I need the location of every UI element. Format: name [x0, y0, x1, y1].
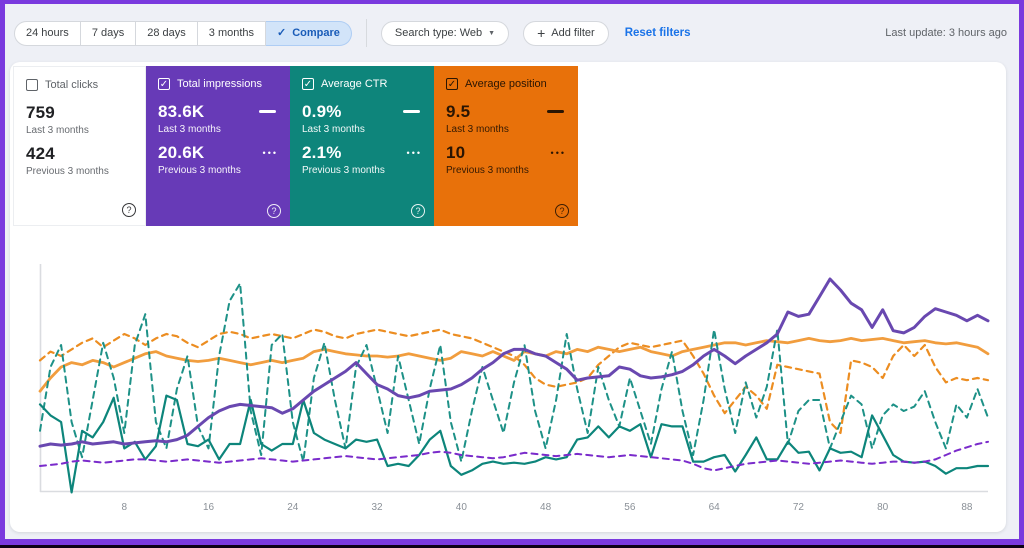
help-icon[interactable]: ? — [411, 204, 425, 218]
metric-value-last: 83.6K — [158, 102, 205, 122]
metric-label: Average CTR — [321, 78, 388, 90]
metric-value-previous: 10 — [446, 143, 466, 163]
metric-card-total-impressions[interactable]: ✓ Total impressions 83.6K Last 3 months … — [146, 66, 290, 226]
metric-value-previous: 20.6K — [158, 143, 205, 163]
x-tick-label: 24 — [287, 502, 299, 513]
last-update-text: Last update: 3 hours ago — [885, 27, 1007, 39]
help-icon[interactable]: ? — [555, 204, 569, 218]
metric-value-last: 9.5 — [446, 102, 471, 122]
checkbox-checked-icon[interactable]: ✓ — [158, 78, 170, 91]
metric-caption-previous: Previous 3 months — [158, 165, 241, 177]
help-icon[interactable]: ? — [267, 204, 281, 218]
date-range-28-days-button[interactable]: 28 days — [136, 20, 198, 46]
series-position-previous — [38, 328, 990, 435]
solid-line-icon — [547, 110, 564, 114]
x-tick-label: 64 — [708, 502, 720, 513]
date-range-3-months-button[interactable]: 3 months — [197, 20, 267, 46]
metric-label: Total impressions — [177, 78, 262, 90]
compare-toggle-button[interactable]: ✓ Compare — [266, 20, 352, 46]
date-range-7-days-button[interactable]: 7 days — [80, 20, 137, 46]
help-icon[interactable]: ? — [122, 203, 136, 217]
metric-value-last: 759 — [26, 103, 55, 123]
metric-value-last: 0.9% — [302, 102, 342, 122]
x-tick-label: 72 — [792, 502, 804, 513]
x-axis-labels: 8 16 24 32 40 48 56 64 72 80 88 — [10, 502, 1006, 518]
metric-caption-last: Last 3 months — [158, 124, 221, 136]
metric-value-previous: 2.1% — [302, 143, 342, 163]
compare-label: Compare — [292, 26, 340, 39]
series-impressions-previous — [39, 440, 989, 472]
series-ctr-previous — [39, 282, 989, 463]
x-tick-label: 32 — [371, 502, 383, 513]
checkbox-unchecked-icon[interactable] — [26, 79, 38, 92]
x-tick-label: 16 — [202, 502, 215, 513]
x-tick-label: 56 — [624, 502, 636, 513]
metric-caption-last: Last 3 months — [302, 124, 365, 136]
search-type-label: Search type: Web — [394, 26, 483, 39]
filter-toolbar: 24 hours 7 days 28 days 3 months ✓ Compa… — [5, 4, 1019, 62]
x-tick-label: 88 — [961, 502, 973, 513]
solid-line-icon — [259, 110, 276, 114]
add-filter-label: Add filter — [551, 26, 595, 39]
checkbox-checked-icon[interactable]: ✓ — [446, 78, 458, 91]
metric-caption-last: Last 3 months — [446, 124, 509, 136]
x-tick-label: 80 — [877, 502, 889, 513]
metric-label: Total clicks — [45, 79, 99, 91]
metric-value-previous: 424 — [26, 144, 55, 164]
metric-header: ✓ Average position — [446, 78, 566, 91]
date-range-segmented-control: 24 hours 7 days 28 days 3 months ✓ Compa… — [14, 20, 352, 46]
metric-header: ✓ Average CTR — [302, 78, 422, 91]
solid-line-icon — [403, 110, 420, 114]
metric-card-average-ctr[interactable]: ✓ Average CTR 0.9% Last 3 months 2.1% ••… — [290, 66, 434, 226]
metric-caption-previous: Previous 3 months — [446, 165, 529, 177]
x-tick-label: 48 — [540, 502, 552, 513]
metric-header: ✓ Total impressions — [158, 78, 278, 91]
performance-panel: Total clicks 759 Last 3 months 424 Previ… — [10, 62, 1006, 532]
search-type-dropdown[interactable]: Search type: Web ▼ — [380, 20, 510, 46]
series-position-last — [38, 337, 990, 393]
metric-card-total-clicks[interactable]: Total clicks 759 Last 3 months 424 Previ… — [13, 66, 146, 226]
metric-header: Total clicks — [26, 79, 133, 92]
add-filter-button[interactable]: + Add filter — [523, 20, 609, 46]
performance-chart — [38, 264, 990, 494]
series-ctr-last — [38, 394, 990, 494]
toolbar-divider — [365, 19, 367, 47]
metric-cards-row: Total clicks 759 Last 3 months 424 Previ… — [13, 66, 578, 226]
series-impressions-last — [38, 277, 990, 448]
reset-filters-link[interactable]: Reset filters — [624, 27, 691, 39]
search-console-performance-page: 24 hours 7 days 28 days 3 months ✓ Compa… — [5, 4, 1019, 539]
metric-card-average-position[interactable]: ✓ Average position 9.5 Last 3 months 10 … — [434, 66, 578, 226]
metric-label: Average position — [465, 78, 547, 90]
metric-caption-previous: Previous 3 months — [302, 165, 385, 177]
date-range-24-hours-button[interactable]: 24 hours — [14, 20, 81, 46]
chart-area — [38, 262, 990, 494]
chevron-down-icon: ▼ — [488, 29, 496, 37]
x-tick-label: 8 — [121, 502, 128, 513]
checkbox-checked-icon[interactable]: ✓ — [302, 78, 314, 91]
metric-caption-previous: Previous 3 months — [26, 166, 109, 178]
x-tick-label: 40 — [455, 502, 467, 513]
check-icon: ✓ — [277, 26, 287, 39]
metric-caption-last: Last 3 months — [26, 125, 89, 137]
